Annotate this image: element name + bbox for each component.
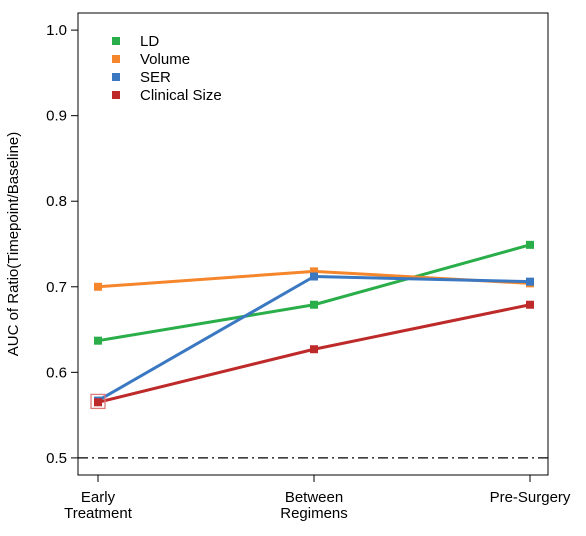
legend-label: Volume <box>140 51 190 68</box>
legend-label: Clinical Size <box>140 87 222 104</box>
legend-swatch <box>112 55 120 63</box>
data-point <box>310 345 318 354</box>
data-point <box>526 300 534 309</box>
series-line-ld <box>97 243 531 343</box>
data-point <box>94 398 102 407</box>
y-tick-label: 0.6 <box>46 364 67 381</box>
data-point <box>310 267 318 276</box>
data-point <box>526 240 534 249</box>
highlight-marker <box>90 393 106 410</box>
y-tick-label: 0.5 <box>46 450 67 467</box>
x-tick-label: Pre-Surgery <box>490 489 571 506</box>
data-point <box>310 272 318 281</box>
data-point <box>526 277 534 286</box>
series-line-clinical-size <box>97 303 531 404</box>
y-tick-label: 0.9 <box>46 108 67 125</box>
data-point <box>94 336 102 345</box>
y-tick-label: 1.0 <box>46 22 67 39</box>
data-point <box>310 300 318 309</box>
x-tick-label: Regimens <box>280 505 348 522</box>
y-tick-label: 0.7 <box>46 279 67 296</box>
legend-label: SER <box>140 69 171 86</box>
legend-swatch <box>112 37 120 45</box>
x-tick-label: Treatment <box>64 505 133 522</box>
series-line-ser <box>97 275 531 402</box>
y-tick-label: 0.8 <box>46 193 67 210</box>
legend-swatch <box>112 91 120 99</box>
legend-swatch <box>112 73 120 81</box>
legend-label: LD <box>140 33 159 50</box>
x-tick-label: Early <box>81 489 116 506</box>
y-axis-title: AUC of Ratio(Timepoint/Baseline) <box>5 132 22 357</box>
x-tick-label: Between <box>285 489 343 506</box>
plot-frame <box>77 12 549 476</box>
data-point <box>94 282 102 291</box>
